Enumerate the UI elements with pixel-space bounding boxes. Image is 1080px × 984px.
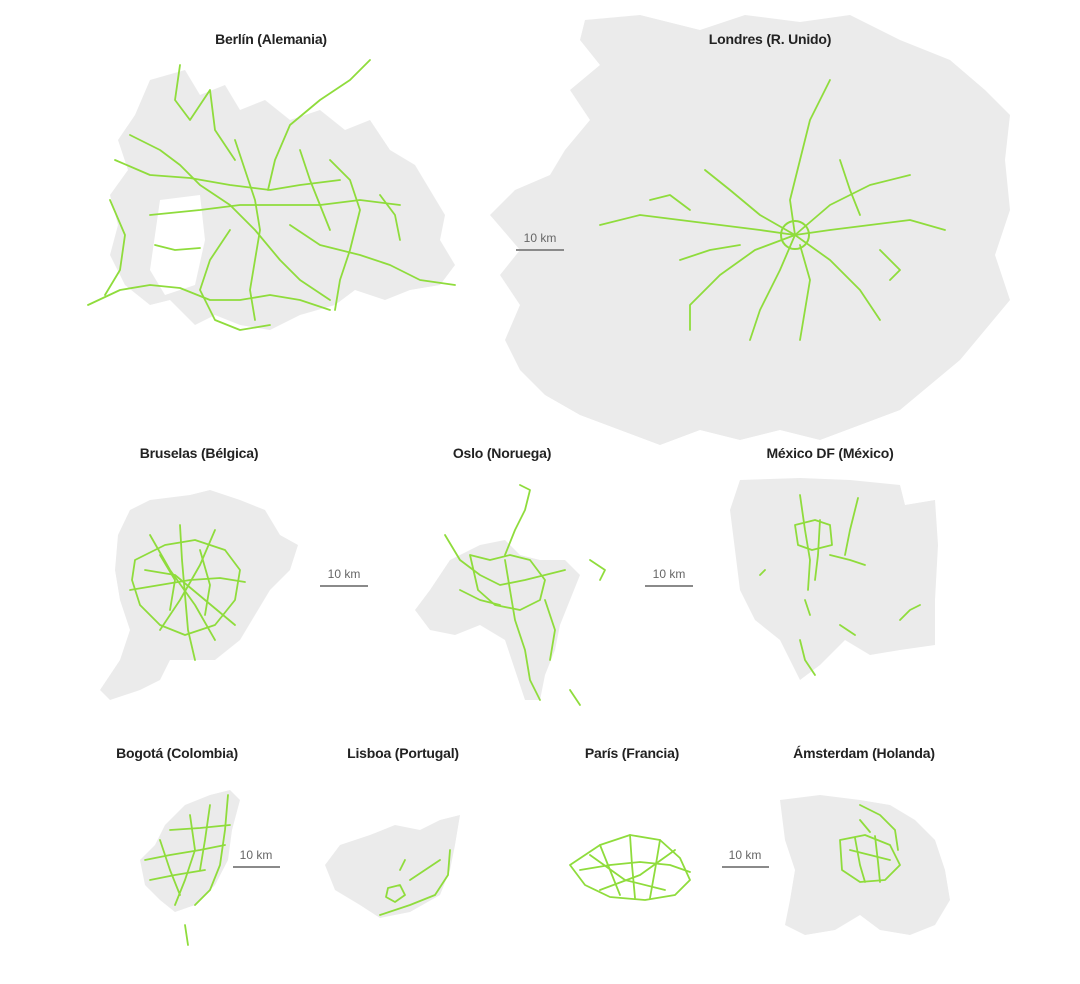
berlin-bike-lanes	[87, 59, 456, 331]
title-mexico: México DF (México)	[766, 445, 894, 461]
lisbon-bike-lanes	[379, 849, 451, 916]
map-oslo	[415, 484, 606, 706]
map-london	[490, 15, 1010, 445]
title-berlin: Berlín (Alemania)	[215, 31, 327, 47]
title-brussels: Bruselas (Bélgica)	[139, 445, 259, 461]
title-london: Londres (R. Unido)	[708, 31, 832, 47]
scale-label: 10 km	[652, 567, 686, 581]
title-bogota: Bogotá (Colombia)	[116, 745, 238, 761]
scale-line	[516, 249, 564, 251]
scale-line	[233, 866, 280, 868]
bogota-bike-lanes	[144, 794, 231, 946]
london-urban-area	[490, 15, 1010, 445]
london-bike-lanes	[599, 79, 946, 341]
scale-label: 10 km	[239, 848, 273, 862]
title-oslo: Oslo (Noruega)	[452, 445, 552, 461]
mexico-urban-area	[730, 478, 938, 680]
map-lisbon	[325, 815, 460, 918]
map-amsterdam	[780, 795, 950, 935]
oslo-bike-lanes	[444, 484, 606, 706]
map-berlin	[87, 59, 456, 331]
brussels-bike-lanes	[129, 524, 246, 661]
map-brussels	[100, 490, 298, 700]
scale-line	[320, 585, 368, 587]
amsterdam-urban-area	[780, 795, 950, 935]
scale-label: 10 km	[327, 567, 361, 581]
mexico-bike-lanes	[759, 494, 921, 676]
scale-label: 10 km	[523, 231, 557, 245]
scale-label: 10 km	[728, 848, 762, 862]
title-amsterdam: Ámsterdam (Holanda)	[793, 745, 935, 761]
paris-bike-lanes	[569, 834, 691, 901]
map-mexico	[730, 478, 938, 680]
oslo-urban-area	[415, 540, 580, 700]
title-paris: París (Francia)	[584, 745, 680, 761]
scale-line	[722, 866, 769, 868]
map-paris	[569, 834, 691, 901]
map-bogota	[140, 790, 240, 946]
scale-line	[645, 585, 693, 587]
title-lisbon: Lisboa (Portugal)	[347, 745, 459, 761]
lisbon-urban-area	[325, 815, 460, 918]
amsterdam-bike-lanes	[839, 804, 901, 883]
